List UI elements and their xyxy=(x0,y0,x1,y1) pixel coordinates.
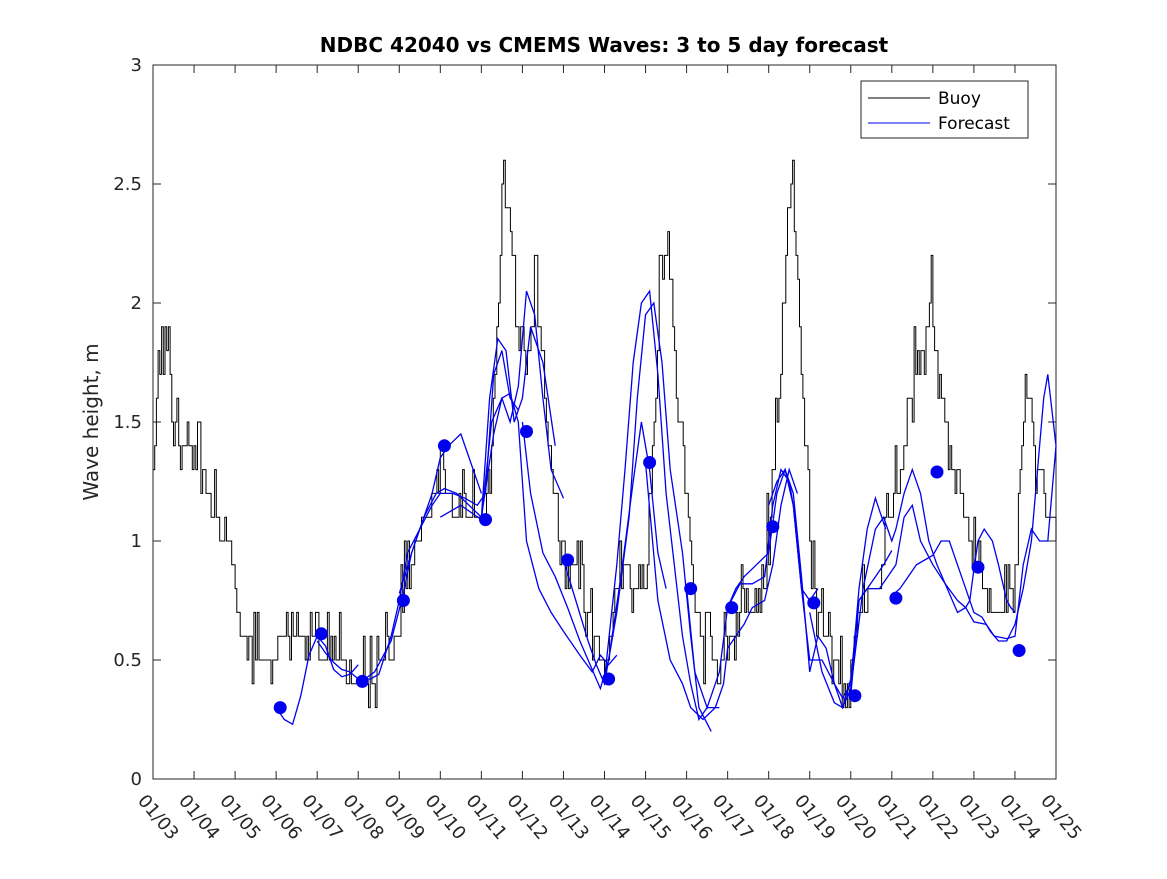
legend-box xyxy=(860,80,1029,139)
forecast-marker xyxy=(479,513,492,527)
y-tick-label: 2.5 xyxy=(113,174,142,195)
forecast-marker xyxy=(807,596,821,610)
forecast-marker xyxy=(437,439,451,453)
y-tick-label: 1 xyxy=(131,531,142,552)
forecast-marker xyxy=(396,594,410,607)
buoy-series-line xyxy=(153,159,1057,709)
plot-layer xyxy=(153,159,1057,732)
forecast-marker xyxy=(273,701,287,715)
forecast-marker xyxy=(930,465,944,479)
forecast-series-line xyxy=(850,445,1057,696)
forecast-series-line xyxy=(644,462,799,721)
forecast-marker xyxy=(314,627,328,641)
y-tick-label: 0 xyxy=(131,769,142,790)
forecast-marker xyxy=(766,520,780,534)
legend-forecast-label: Forecast xyxy=(938,114,1010,134)
forecast-series-line xyxy=(439,290,565,521)
forecast-marker xyxy=(602,672,616,686)
forecast-series-line xyxy=(398,326,556,594)
y-tick-label: 1.5 xyxy=(113,412,142,433)
y-axis-label: Wave height, m xyxy=(79,343,103,500)
forecast-marker xyxy=(684,582,698,596)
y-tick-label: 3 xyxy=(131,55,142,76)
y-tick-label: 0.5 xyxy=(113,650,142,671)
chart-title: NDBC 42040 vs CMEMS Waves: 3 to 5 day fo… xyxy=(320,33,889,57)
forecast-marker xyxy=(971,560,985,574)
forecast-series-line xyxy=(891,374,1057,642)
forecast-marker xyxy=(725,601,739,615)
forecast-series-line xyxy=(480,392,618,674)
y-axis: 0 0.5 1 1.5 2 2.5 3 xyxy=(113,55,1056,790)
forecast-series-line xyxy=(768,468,893,710)
legend-buoy-label: Buoy xyxy=(938,89,981,109)
forecast-marker xyxy=(1012,644,1026,657)
legend[interactable]: Buoy Forecast xyxy=(860,80,1029,139)
forecast-marker xyxy=(889,591,903,605)
forecast-marker xyxy=(520,425,533,438)
forecast-marker xyxy=(643,456,657,469)
forecast-marker xyxy=(561,553,575,567)
forecast-marker xyxy=(848,689,862,703)
forecast-series-line xyxy=(357,350,519,685)
forecast-series-line xyxy=(521,421,667,691)
forecast-marker xyxy=(355,674,369,688)
y-tick-label: 2 xyxy=(131,293,142,314)
